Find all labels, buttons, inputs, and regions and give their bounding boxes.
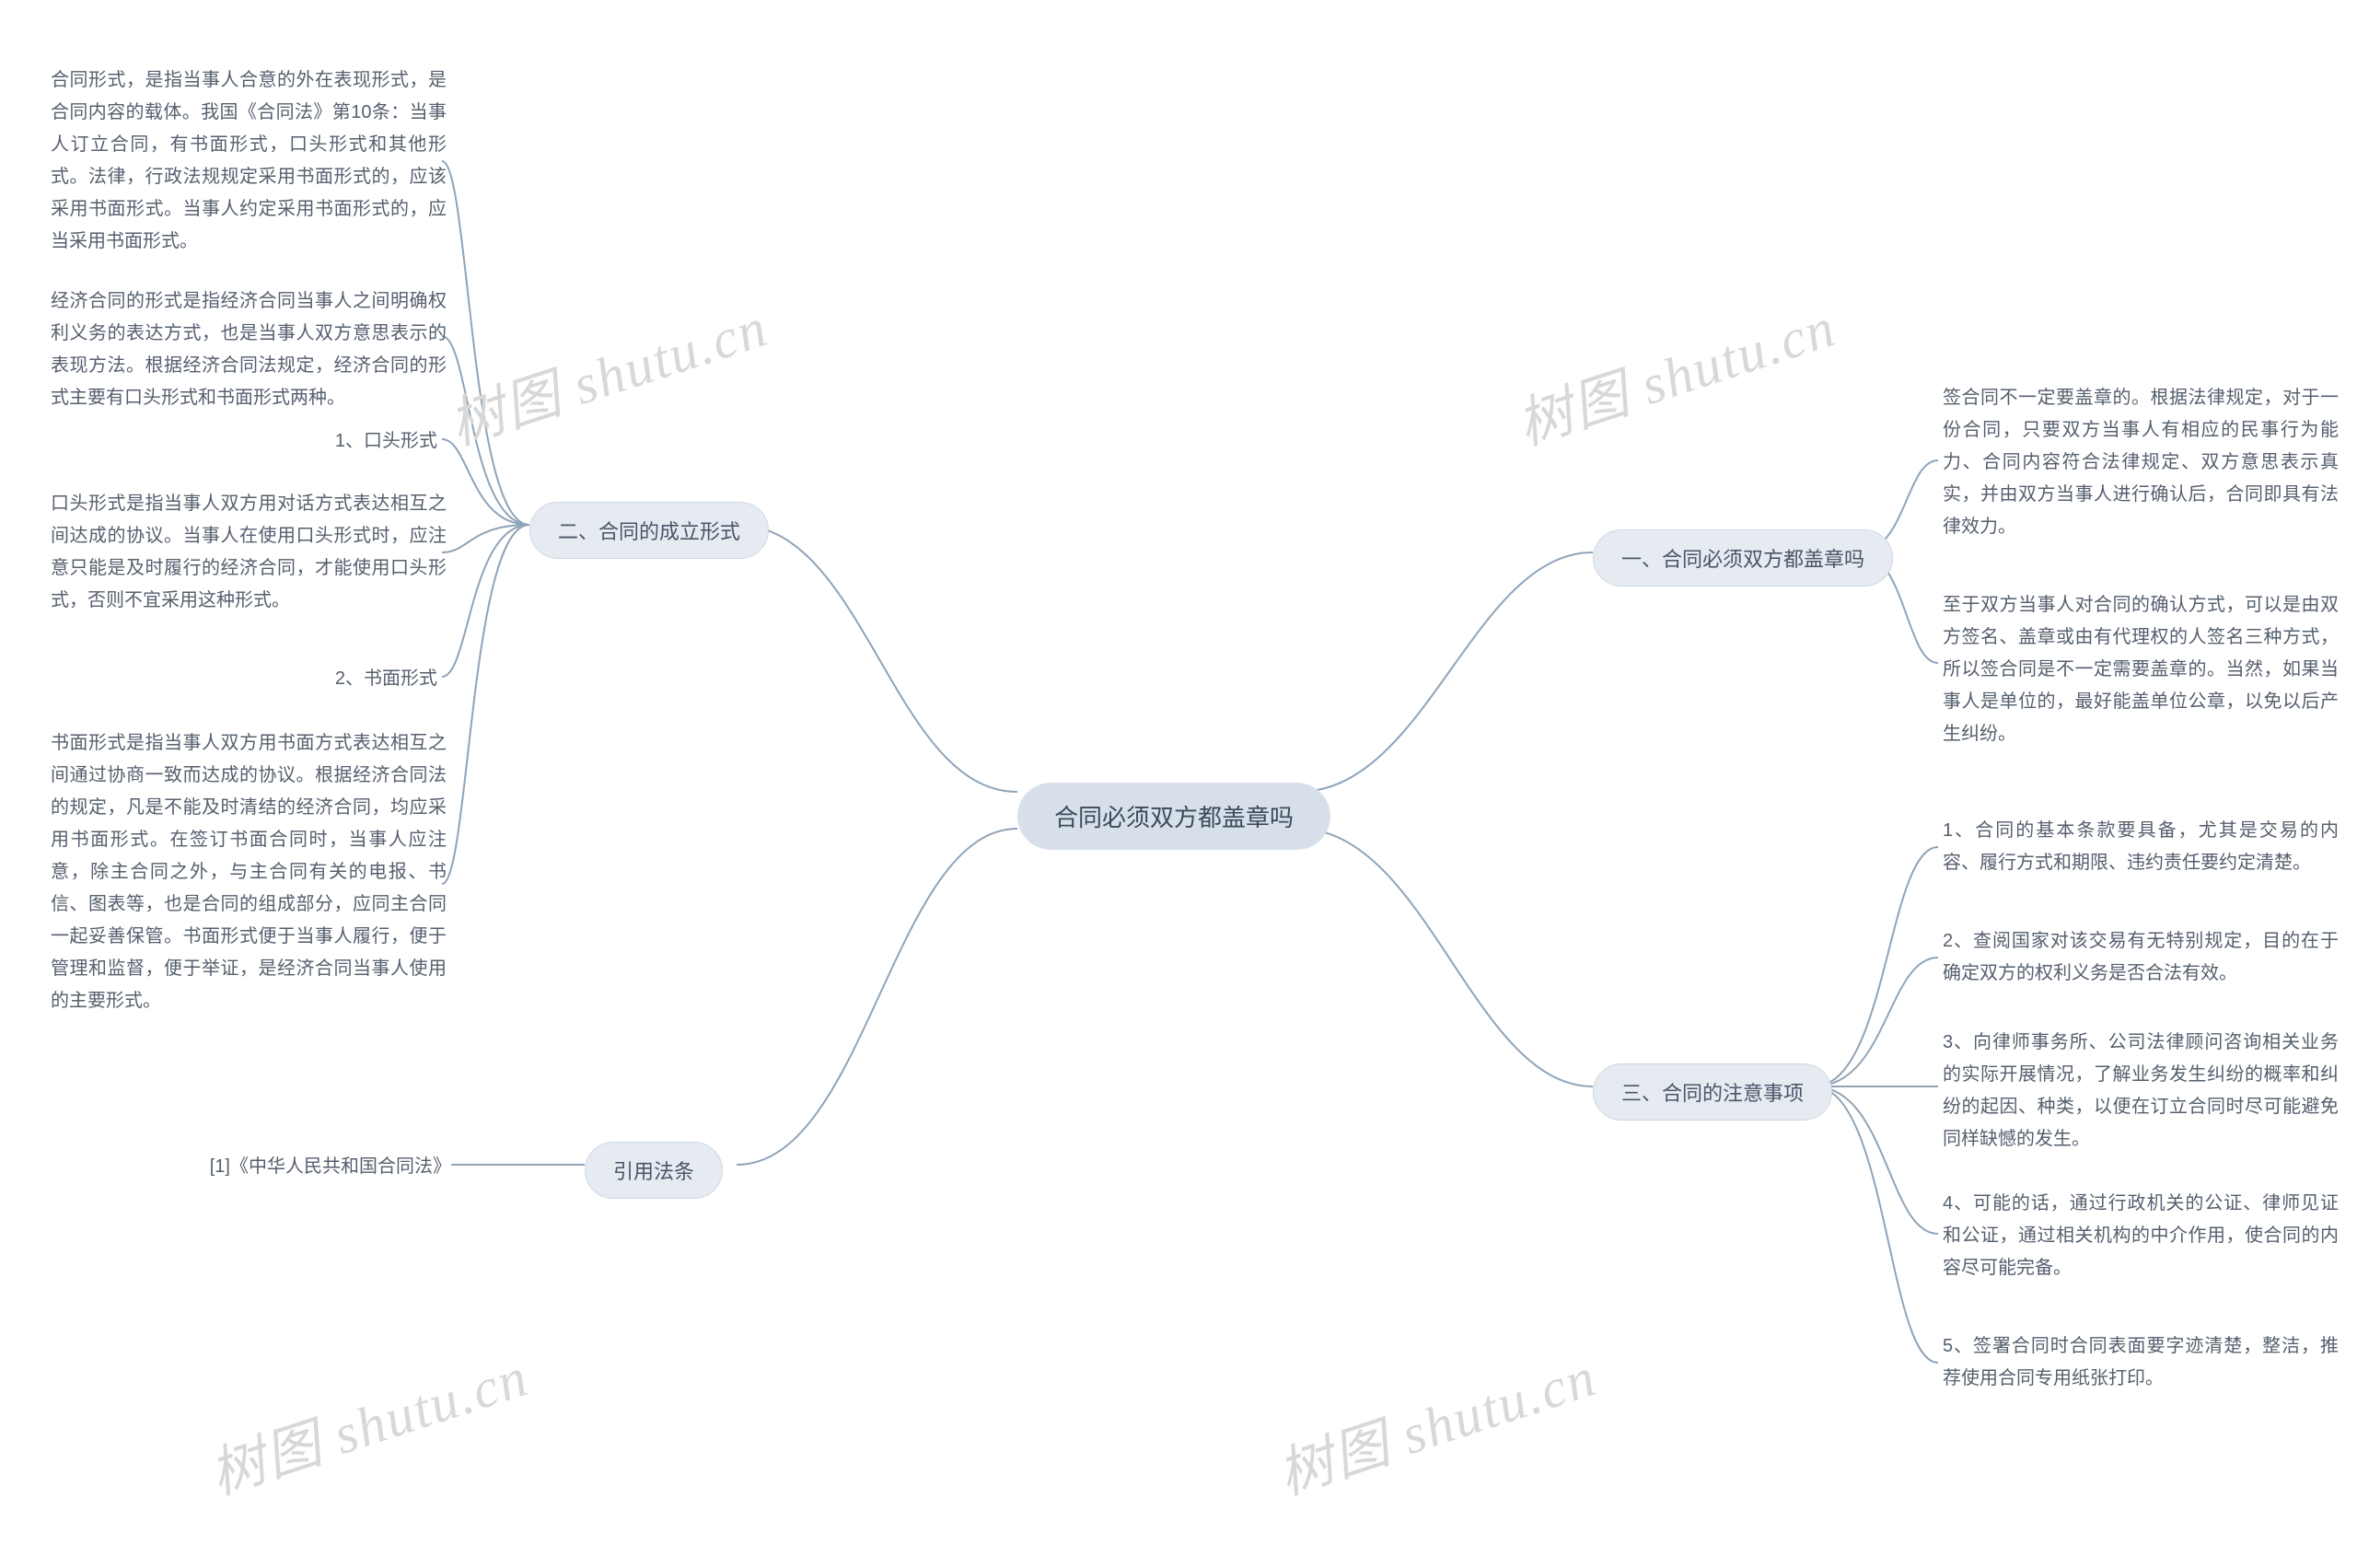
branch-right-1: 一、合同必须双方都盖章吗 bbox=[1593, 529, 1893, 587]
leaf-l2-4: 2、书面形式 bbox=[51, 663, 437, 695]
leaf-r3-4: 5、签署合同时合同表面要字迹清楚，整洁，推荐使用合同专用纸张打印。 bbox=[1943, 1330, 2339, 1395]
leaf-l2-1: 经济合同的形式是指经济合同当事人之间明确权利义务的表达方式，也是当事人双方意思表… bbox=[51, 285, 447, 414]
leaf-r3-2: 3、向律师事务所、公司法律顾问咨询相关业务的实际开展情况，了解业务发生纠纷的概率… bbox=[1943, 1027, 2339, 1156]
leaf-l2-0: 合同形式，是指当事人合意的外在表现形式，是合同内容的载体。我国《合同法》第10条… bbox=[51, 64, 447, 258]
leaf-l2-5: 书面形式是指当事人双方用书面方式表达相互之间通过协商一致而达成的协议。根据经济合… bbox=[51, 727, 447, 1017]
leaf-r3-1: 2、查阅国家对该交易有无特别规定，目的在于确定双方的权利义务是否合法有效。 bbox=[1943, 925, 2339, 990]
branch-left-law: 引用法条 bbox=[585, 1142, 723, 1199]
watermark: 树图 shutu.cn bbox=[1266, 1332, 1605, 1511]
leaf-r1-0: 签合同不一定要盖章的。根据法律规定，对于一份合同，只要双方当事人有相应的民事行为… bbox=[1943, 382, 2339, 543]
branch-left-2: 二、合同的成立形式 bbox=[529, 502, 769, 559]
branch-right-3: 三、合同的注意事项 bbox=[1593, 1063, 1832, 1121]
leaf-r1-1: 至于双方当事人对合同的确认方式，可以是由双方签名、盖章或由有代理权的人签名三种方… bbox=[1943, 589, 2339, 750]
root-node: 合同必须双方都盖章吗 bbox=[1017, 783, 1330, 850]
watermark: 树图 shutu.cn bbox=[1505, 283, 1844, 461]
leaf-r3-0: 1、合同的基本条款要具备，尤其是交易的内容、履行方式和期限、违约责任要约定清楚。 bbox=[1943, 815, 2339, 879]
watermark: 树图 shutu.cn bbox=[437, 283, 776, 461]
leaf-r3-3: 4、可能的话，通过行政机关的公证、律师见证和公证，通过相关机构的中介作用，使合同… bbox=[1943, 1188, 2339, 1284]
leaf-l2-3: 口头形式是指当事人双方用对话方式表达相互之间达成的协议。当事人在使用口头形式时，… bbox=[51, 488, 447, 617]
leaf-l2-2: 1、口头形式 bbox=[51, 425, 437, 458]
watermark: 树图 shutu.cn bbox=[198, 1332, 537, 1511]
leaf-law-0: [1]《中华人民共和国合同法》 bbox=[193, 1151, 451, 1183]
